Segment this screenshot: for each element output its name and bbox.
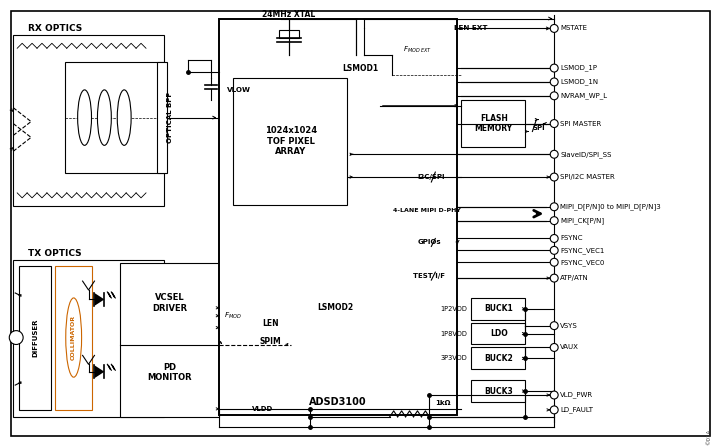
FancyBboxPatch shape bbox=[471, 347, 526, 369]
Text: 3P3VDD: 3P3VDD bbox=[441, 355, 467, 361]
Text: NVRAM_WP_L: NVRAM_WP_L bbox=[560, 93, 607, 99]
Text: GPIOs: GPIOs bbox=[417, 240, 441, 245]
Text: ADSD3100: ADSD3100 bbox=[309, 397, 367, 407]
Ellipse shape bbox=[78, 90, 92, 145]
Text: MSTATE: MSTATE bbox=[560, 25, 587, 31]
Circle shape bbox=[550, 203, 558, 211]
Circle shape bbox=[550, 246, 558, 254]
FancyBboxPatch shape bbox=[219, 18, 457, 415]
Text: FSYNC: FSYNC bbox=[560, 236, 583, 241]
Text: LSMOD2: LSMOD2 bbox=[317, 304, 353, 312]
Text: 24MHz XTAL: 24MHz XTAL bbox=[262, 10, 315, 19]
Circle shape bbox=[550, 25, 558, 32]
Circle shape bbox=[550, 235, 558, 242]
Circle shape bbox=[9, 331, 23, 345]
Text: FSYNC_VEC1: FSYNC_VEC1 bbox=[560, 247, 604, 254]
Ellipse shape bbox=[118, 90, 131, 145]
Text: I2C/SPI: I2C/SPI bbox=[417, 174, 445, 180]
FancyBboxPatch shape bbox=[13, 260, 164, 417]
Circle shape bbox=[550, 64, 558, 72]
Text: LD_FAULT: LD_FAULT bbox=[560, 406, 593, 413]
Text: MIPI_D[P/N]0 to MIPI_D[P/N]3: MIPI_D[P/N]0 to MIPI_D[P/N]3 bbox=[560, 203, 661, 210]
Text: RX OPTICS: RX OPTICS bbox=[27, 24, 82, 33]
Text: LSMOD_1N: LSMOD_1N bbox=[560, 79, 598, 85]
FancyBboxPatch shape bbox=[55, 266, 92, 410]
Text: LDO: LDO bbox=[490, 329, 508, 338]
Text: LSMOD1: LSMOD1 bbox=[342, 63, 378, 72]
Text: VLD_PWR: VLD_PWR bbox=[560, 392, 593, 398]
Text: VSYS: VSYS bbox=[560, 323, 578, 329]
Text: MIPI_CK[P/N]: MIPI_CK[P/N] bbox=[560, 217, 604, 224]
FancyBboxPatch shape bbox=[471, 298, 526, 320]
Circle shape bbox=[550, 322, 558, 329]
Text: BUCK3: BUCK3 bbox=[485, 387, 513, 396]
Text: VLDD: VLDD bbox=[252, 406, 273, 412]
Text: SPI MASTER: SPI MASTER bbox=[560, 121, 601, 127]
FancyBboxPatch shape bbox=[471, 380, 526, 402]
FancyBboxPatch shape bbox=[461, 100, 526, 148]
Circle shape bbox=[550, 150, 558, 158]
Text: SPIM: SPIM bbox=[260, 337, 282, 346]
Text: FLASH
MEMORY: FLASH MEMORY bbox=[474, 114, 513, 133]
Circle shape bbox=[550, 258, 558, 266]
Text: VCSEL
DRIVER: VCSEL DRIVER bbox=[152, 293, 187, 312]
Circle shape bbox=[550, 173, 558, 181]
Text: $F_{MOD\ EXT}$: $F_{MOD\ EXT}$ bbox=[403, 45, 432, 55]
Circle shape bbox=[550, 120, 558, 127]
Text: LEN EXT: LEN EXT bbox=[454, 25, 487, 31]
Text: ©01A: ©01A bbox=[707, 429, 711, 445]
Text: BUCK1: BUCK1 bbox=[485, 304, 513, 313]
FancyBboxPatch shape bbox=[12, 11, 709, 436]
Text: SlaveID/SPI_SS: SlaveID/SPI_SS bbox=[560, 151, 611, 158]
Text: SPI/I2C MASTER: SPI/I2C MASTER bbox=[560, 174, 615, 180]
Text: TX OPTICS: TX OPTICS bbox=[28, 249, 81, 258]
FancyBboxPatch shape bbox=[65, 62, 164, 173]
Ellipse shape bbox=[66, 298, 81, 377]
FancyBboxPatch shape bbox=[279, 30, 298, 38]
Text: TEST I/F: TEST I/F bbox=[413, 273, 446, 279]
FancyBboxPatch shape bbox=[233, 78, 347, 205]
Text: LEN: LEN bbox=[262, 319, 279, 328]
Text: SPI: SPI bbox=[532, 125, 544, 131]
Polygon shape bbox=[94, 293, 105, 306]
Text: PD
MONITOR: PD MONITOR bbox=[148, 363, 192, 382]
Text: 1kΩ: 1kΩ bbox=[435, 400, 451, 406]
Text: VAUX: VAUX bbox=[560, 345, 579, 350]
Circle shape bbox=[550, 78, 558, 86]
Ellipse shape bbox=[97, 90, 111, 145]
Text: ATP/ATN: ATP/ATN bbox=[560, 275, 589, 281]
FancyBboxPatch shape bbox=[19, 266, 51, 410]
Text: 1P2VDD: 1P2VDD bbox=[440, 306, 467, 312]
Circle shape bbox=[550, 406, 558, 414]
Polygon shape bbox=[94, 365, 105, 378]
Text: VLOW: VLOW bbox=[227, 87, 251, 93]
Circle shape bbox=[550, 92, 558, 100]
FancyBboxPatch shape bbox=[13, 35, 164, 206]
Text: OPTICAL BPF: OPTICAL BPF bbox=[167, 92, 173, 143]
FancyBboxPatch shape bbox=[471, 323, 526, 345]
FancyBboxPatch shape bbox=[120, 263, 219, 417]
FancyBboxPatch shape bbox=[157, 62, 167, 173]
Text: 4-LANE MIPI D-PHY: 4-LANE MIPI D-PHY bbox=[394, 208, 461, 213]
Text: BUCK2: BUCK2 bbox=[485, 354, 513, 363]
Text: DIFFUSER: DIFFUSER bbox=[32, 318, 38, 357]
Text: COLLIMATOR: COLLIMATOR bbox=[71, 315, 76, 360]
Text: FSYNC_VEC0: FSYNC_VEC0 bbox=[560, 259, 604, 266]
Text: 1P8VDD: 1P8VDD bbox=[440, 331, 467, 337]
Text: LSMOD_1P: LSMOD_1P bbox=[560, 65, 597, 72]
Text: 1024x1024
TOF PIXEL
ARRAY: 1024x1024 TOF PIXEL ARRAY bbox=[265, 127, 317, 156]
Circle shape bbox=[550, 391, 558, 399]
Text: $F_{MOD}$: $F_{MOD}$ bbox=[224, 311, 242, 321]
Circle shape bbox=[550, 343, 558, 351]
Circle shape bbox=[550, 217, 558, 224]
Circle shape bbox=[550, 274, 558, 282]
